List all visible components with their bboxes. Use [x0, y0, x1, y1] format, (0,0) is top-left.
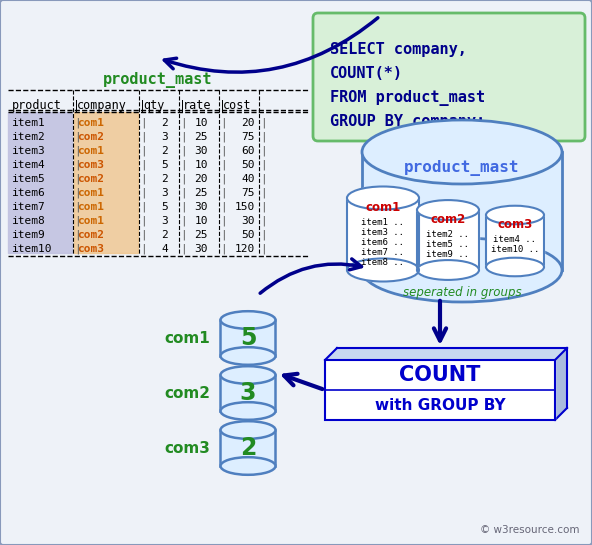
- Text: 30: 30: [195, 146, 208, 156]
- Text: com1: com1: [365, 201, 401, 214]
- Text: com3: com3: [497, 217, 533, 231]
- Text: com3: com3: [77, 160, 104, 170]
- Text: cost: cost: [223, 99, 252, 112]
- Text: 2: 2: [161, 230, 168, 240]
- Text: |: |: [74, 244, 81, 255]
- Text: item7: item7: [12, 202, 46, 212]
- Text: item8: item8: [12, 216, 46, 226]
- Text: |: |: [74, 216, 81, 226]
- Text: 2: 2: [161, 146, 168, 156]
- Text: COUNT: COUNT: [400, 365, 481, 385]
- Text: |: |: [74, 187, 81, 198]
- Text: |: |: [140, 187, 147, 198]
- Bar: [74, 112, 138, 253]
- Text: 3: 3: [161, 132, 168, 142]
- Bar: [417, 210, 479, 270]
- Text: product_mast: product_mast: [404, 160, 520, 176]
- Text: |: |: [260, 216, 267, 226]
- Text: 40: 40: [242, 174, 255, 184]
- Text: 150: 150: [235, 202, 255, 212]
- Text: |: |: [260, 132, 267, 142]
- Text: com2: com2: [430, 213, 466, 226]
- Text: |: |: [260, 230, 267, 240]
- Text: item4: item4: [12, 160, 46, 170]
- Bar: [220, 375, 275, 411]
- FancyBboxPatch shape: [313, 13, 585, 141]
- Text: |: |: [260, 174, 267, 184]
- Text: 10: 10: [195, 160, 208, 170]
- Text: com1: com1: [77, 188, 104, 198]
- Ellipse shape: [486, 205, 544, 225]
- Text: |: |: [140, 216, 147, 226]
- Text: 75: 75: [242, 188, 255, 198]
- Text: 2: 2: [161, 174, 168, 184]
- Text: |: |: [220, 230, 227, 240]
- Text: |: |: [180, 160, 186, 170]
- Text: 5: 5: [240, 326, 256, 350]
- Ellipse shape: [417, 260, 479, 280]
- Ellipse shape: [220, 457, 275, 475]
- Bar: [220, 320, 275, 356]
- Ellipse shape: [220, 402, 275, 420]
- Ellipse shape: [417, 200, 479, 220]
- Text: |: |: [74, 202, 81, 212]
- Text: |: |: [140, 230, 147, 240]
- Text: product_mast: product_mast: [103, 72, 213, 88]
- Text: with GROUP BY: with GROUP BY: [375, 397, 506, 413]
- Text: |: |: [219, 99, 226, 112]
- Bar: [347, 198, 419, 270]
- Text: 3: 3: [240, 381, 256, 405]
- Bar: [486, 215, 544, 267]
- Text: 2: 2: [161, 118, 168, 128]
- Text: com3: com3: [164, 440, 210, 456]
- Bar: [325, 360, 555, 420]
- Text: |: |: [140, 244, 147, 255]
- Text: 10: 10: [195, 216, 208, 226]
- Text: rate: rate: [183, 99, 211, 112]
- Bar: [362, 152, 562, 270]
- Text: 50: 50: [242, 230, 255, 240]
- Text: FROM product_mast: FROM product_mast: [330, 90, 485, 106]
- Text: item5 ..: item5 ..: [426, 240, 469, 249]
- Text: 25: 25: [195, 188, 208, 198]
- Ellipse shape: [220, 311, 275, 329]
- Bar: [220, 430, 275, 466]
- Text: |: |: [180, 202, 186, 212]
- Text: SELECT company,: SELECT company,: [330, 42, 467, 57]
- Text: 20: 20: [195, 174, 208, 184]
- Text: 30: 30: [195, 202, 208, 212]
- Text: |: |: [179, 99, 186, 112]
- Text: com2: com2: [77, 230, 104, 240]
- Text: |: |: [139, 99, 146, 112]
- Text: |: |: [74, 174, 81, 184]
- Text: |: |: [260, 244, 267, 255]
- Text: |: |: [220, 118, 227, 128]
- Ellipse shape: [220, 347, 275, 365]
- Text: item1 ..: item1 ..: [362, 218, 404, 227]
- Text: 5: 5: [161, 160, 168, 170]
- Text: |: |: [180, 244, 186, 255]
- Text: com1: com1: [77, 216, 104, 226]
- Text: item3 ..: item3 ..: [362, 228, 404, 237]
- Text: |: |: [220, 146, 227, 156]
- Text: com1: com1: [77, 146, 104, 156]
- Text: |: |: [220, 174, 227, 184]
- Ellipse shape: [362, 120, 562, 184]
- Text: item6 ..: item6 ..: [362, 238, 404, 247]
- Text: |: |: [74, 132, 81, 142]
- Text: item4 ..: item4 ..: [494, 235, 536, 244]
- Text: |: |: [220, 132, 227, 142]
- Bar: [8, 112, 72, 253]
- Text: com2: com2: [77, 132, 104, 142]
- Text: com2: com2: [164, 385, 210, 401]
- Text: |: |: [74, 230, 81, 240]
- Text: |: |: [260, 202, 267, 212]
- Text: 50: 50: [242, 160, 255, 170]
- Text: item6: item6: [12, 188, 46, 198]
- Text: 75: 75: [242, 132, 255, 142]
- Text: 10: 10: [195, 118, 208, 128]
- Text: |: |: [260, 146, 267, 156]
- Text: |: |: [260, 118, 267, 128]
- Bar: [325, 360, 555, 420]
